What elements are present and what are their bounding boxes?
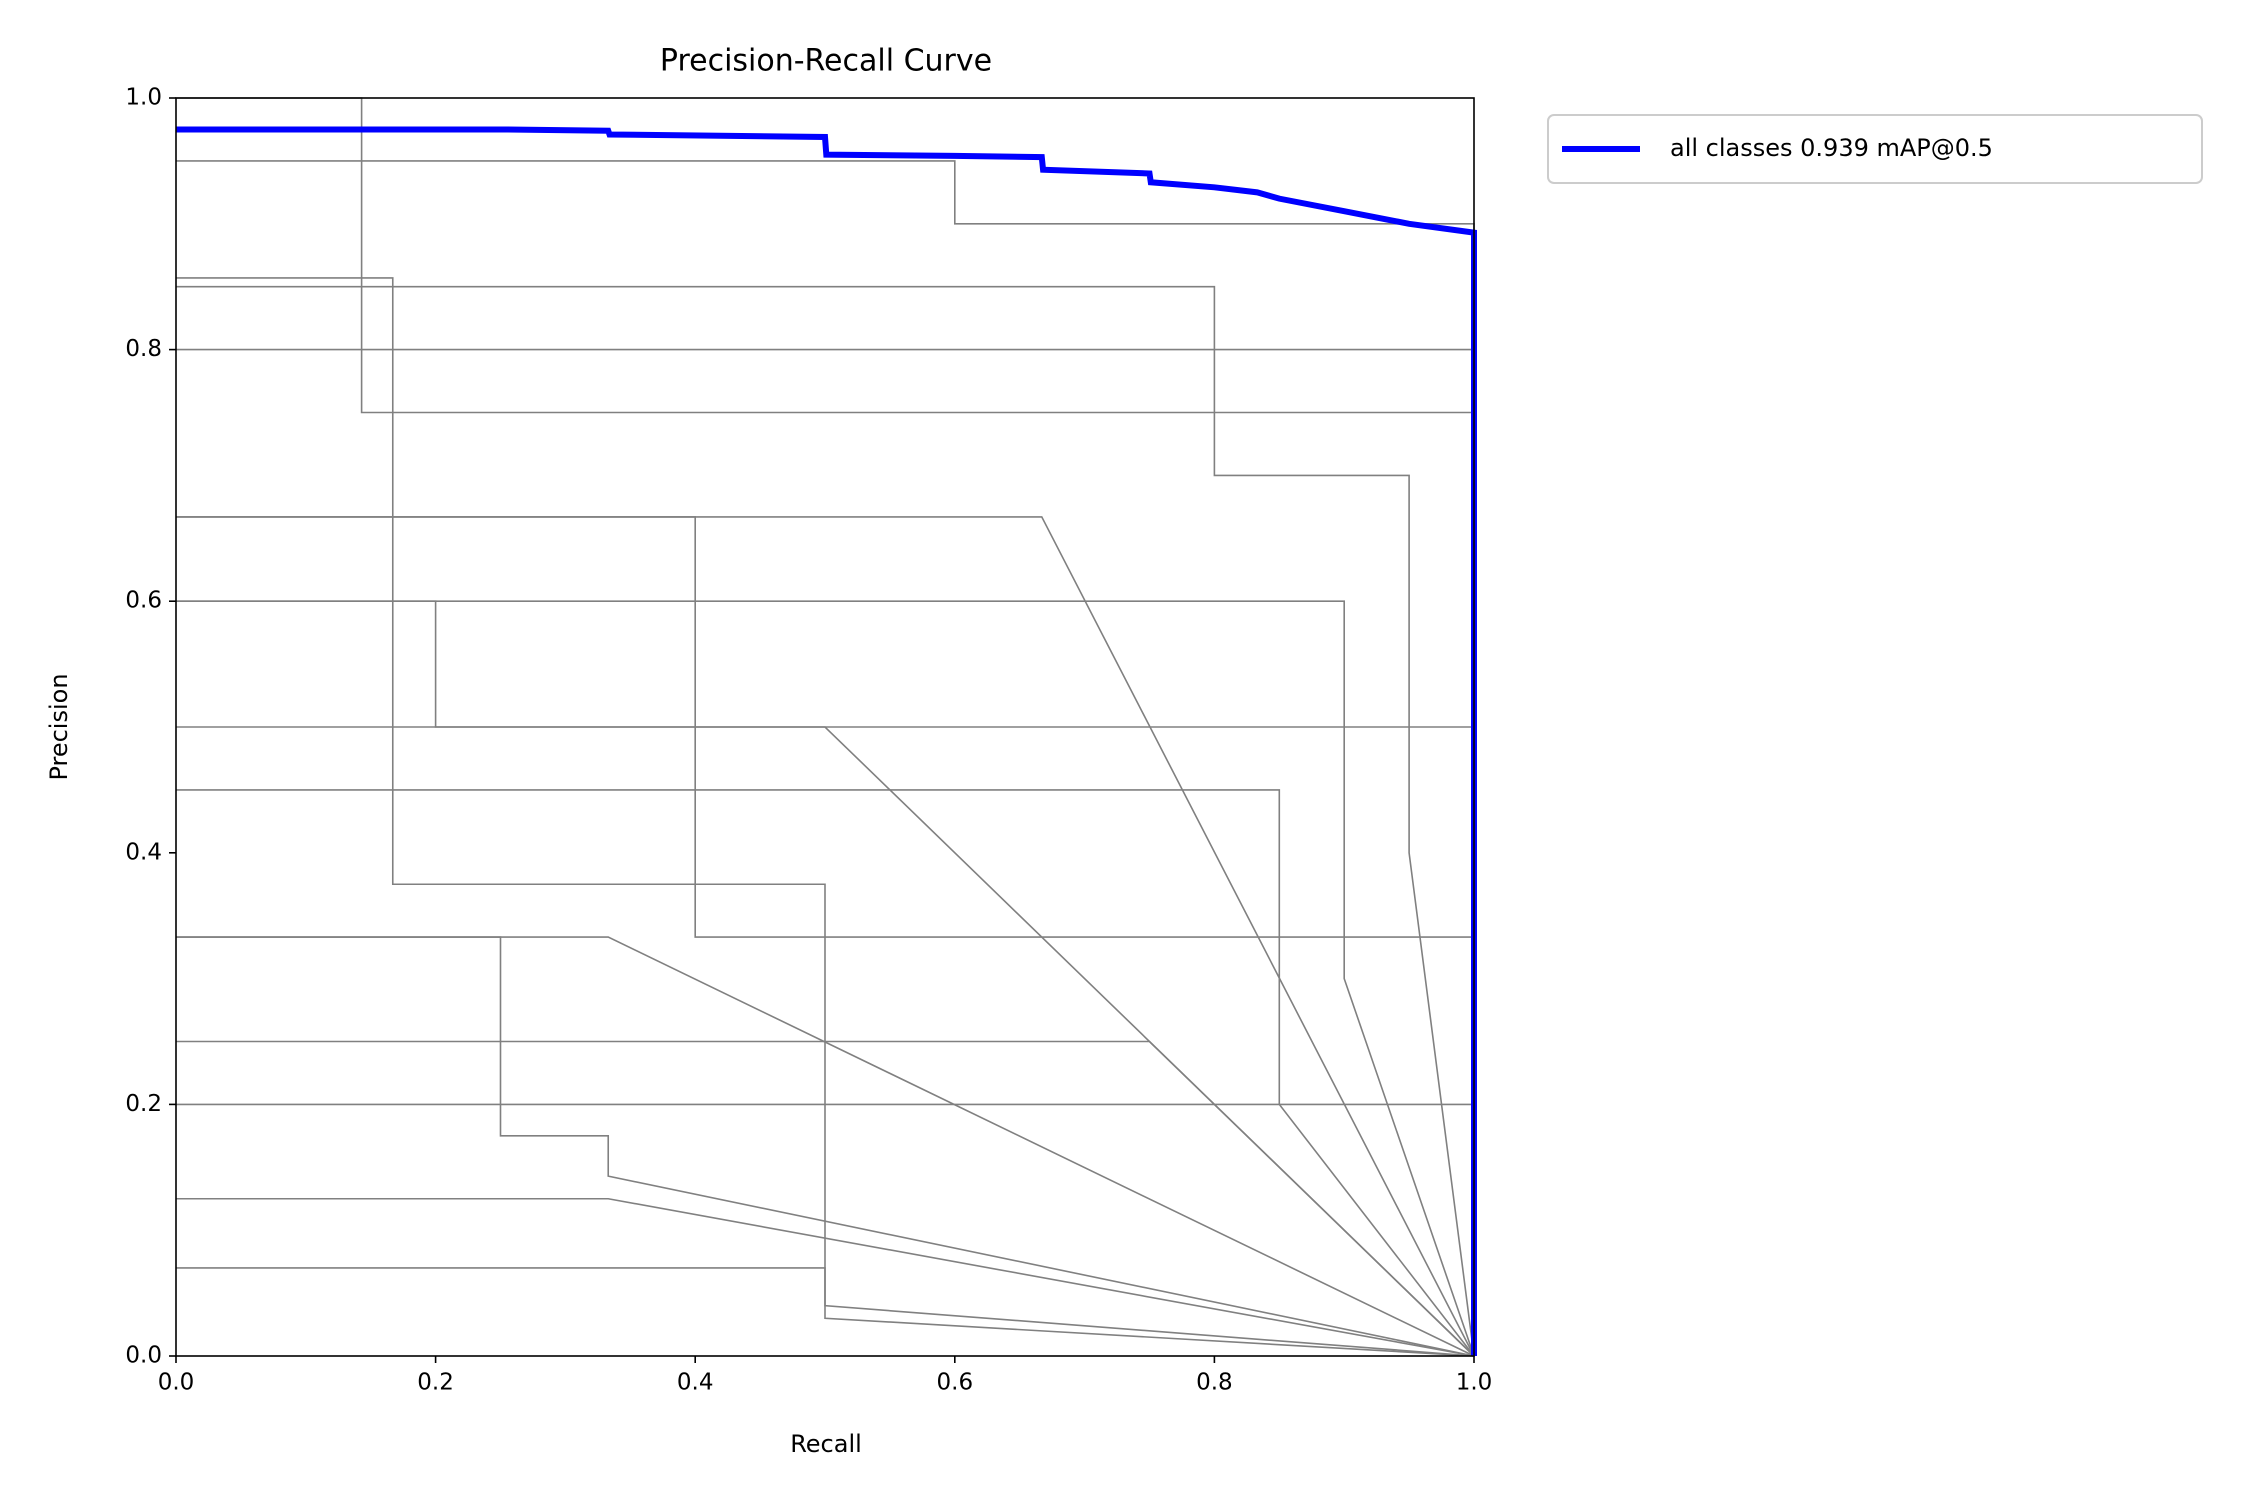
y-tick-label: 0.6 [125,588,162,614]
y-tick-label: 0.0 [125,1343,162,1369]
pr-curve-class [176,277,1475,1357]
y-axis-label: Precision [45,673,73,780]
x-tick-label: 1.0 [1456,1370,1493,1396]
y-tick-label: 1.0 [125,85,162,111]
legend-box [1547,114,2203,184]
pr-curve-class [176,285,1475,1357]
x-tick-label: 0.4 [677,1370,714,1396]
pr-curve-class [176,1267,1475,1357]
pr-curve-all [176,126,1477,1356]
pr-curve-class [176,600,1475,1357]
pr-curve-class [176,1197,1475,1357]
y-tick-label: 0.2 [125,1091,162,1117]
y-tick-label: 0.4 [125,839,162,865]
pr-curve-class [176,1040,1475,1357]
plot-frame [175,97,1475,1357]
pr-curve-class [176,936,1475,1357]
legend-label: all classes 0.939 mAP@0.5 [1670,134,1993,162]
x-tick-label: 0.0 [158,1370,195,1396]
chart-title: Precision-Recall Curve [660,44,992,79]
pr-curve-class [176,789,1475,1357]
x-axis-label: Recall [790,1430,862,1458]
x-tick-label: 0.8 [1196,1370,1233,1396]
y-tick-label: 0.8 [125,336,162,362]
x-tick-label: 0.6 [937,1370,974,1396]
x-tick-label: 0.2 [417,1370,454,1396]
